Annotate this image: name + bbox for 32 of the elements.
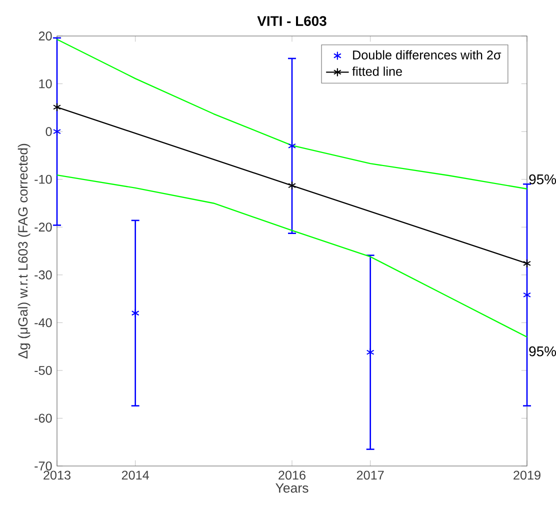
annotation: 95%	[529, 346, 556, 356]
annotation: 95%	[529, 174, 556, 184]
point	[53, 102, 61, 112]
chart-title: VITI - L603	[257, 16, 326, 26]
x-tick-label: 2014	[122, 470, 149, 480]
x-tick-label: 2017	[356, 470, 384, 480]
y-tick-label: 20	[38, 32, 52, 40]
y-tick-label: -30	[34, 270, 52, 280]
y-tick-label: -10	[34, 174, 52, 184]
x-axis-title: Years	[276, 483, 308, 493]
point	[366, 348, 374, 357]
point	[288, 181, 296, 190]
point	[131, 308, 140, 318]
point	[523, 258, 531, 268]
x-tick-label: 2013	[44, 470, 70, 480]
y-tick-label: 0	[46, 127, 52, 136]
point	[288, 141, 296, 150]
x-tick-label: 2019	[514, 470, 540, 480]
legend-label: Double differences with 2σ	[353, 50, 502, 60]
x-tick-label: 2016	[278, 470, 306, 480]
line-series	[56, 174, 528, 338]
legend-label: fitted line	[352, 66, 402, 76]
y-tick-label: 10	[39, 79, 52, 88]
y-tick-label: -40	[34, 318, 52, 328]
line-series	[56, 38, 528, 190]
point	[53, 127, 61, 136]
y-tick-label: -60	[34, 414, 52, 423]
y-tick-label: -70	[34, 462, 52, 470]
point	[523, 290, 531, 300]
y-tick-label: -50	[34, 366, 52, 375]
y-axis-title: Δg (μGal) w.r.t L603 (FAG corrected)	[18, 144, 30, 359]
y-tick-label: -20	[34, 222, 52, 232]
